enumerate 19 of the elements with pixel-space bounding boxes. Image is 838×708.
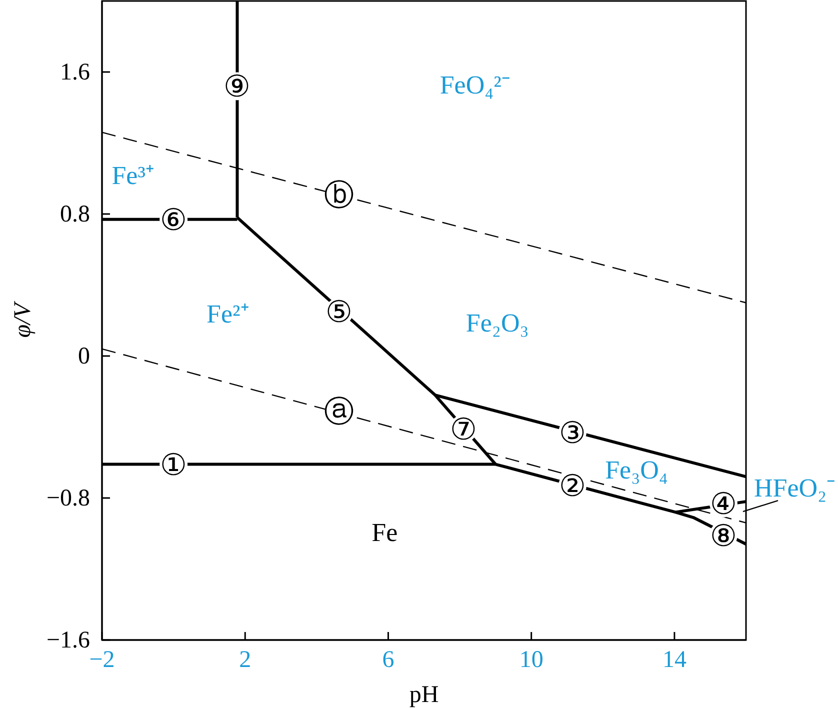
- x-tick-label: 10: [519, 647, 544, 674]
- x-tick-label: −2: [89, 647, 115, 674]
- y-tick-label: −1.6: [46, 628, 90, 654]
- y-axis-title: φ/V: [10, 300, 36, 338]
- x-axis-title: pH: [409, 682, 439, 708]
- annotation: HFeO₂⁻: [754, 474, 836, 503]
- x-tick-label: 2: [239, 647, 252, 674]
- x-tick-label: 6: [382, 647, 394, 674]
- y-tick-label: 0: [78, 344, 90, 370]
- x-tick-label: 14: [662, 647, 686, 674]
- annotation: Fe: [372, 518, 398, 547]
- y-tick-label: −0.8: [46, 486, 90, 512]
- annotation: Fe²⁺: [206, 300, 250, 328]
- y-tick-label: 0.8: [60, 202, 90, 228]
- annotation: Fe³⁺: [112, 161, 155, 190]
- y-tick-label: 1.6: [60, 60, 90, 86]
- annotation: FeO₄²⁻: [440, 70, 510, 100]
- annotation: Fe₃O₄: [605, 456, 668, 485]
- annotation: Fe₂O₃: [466, 308, 529, 338]
